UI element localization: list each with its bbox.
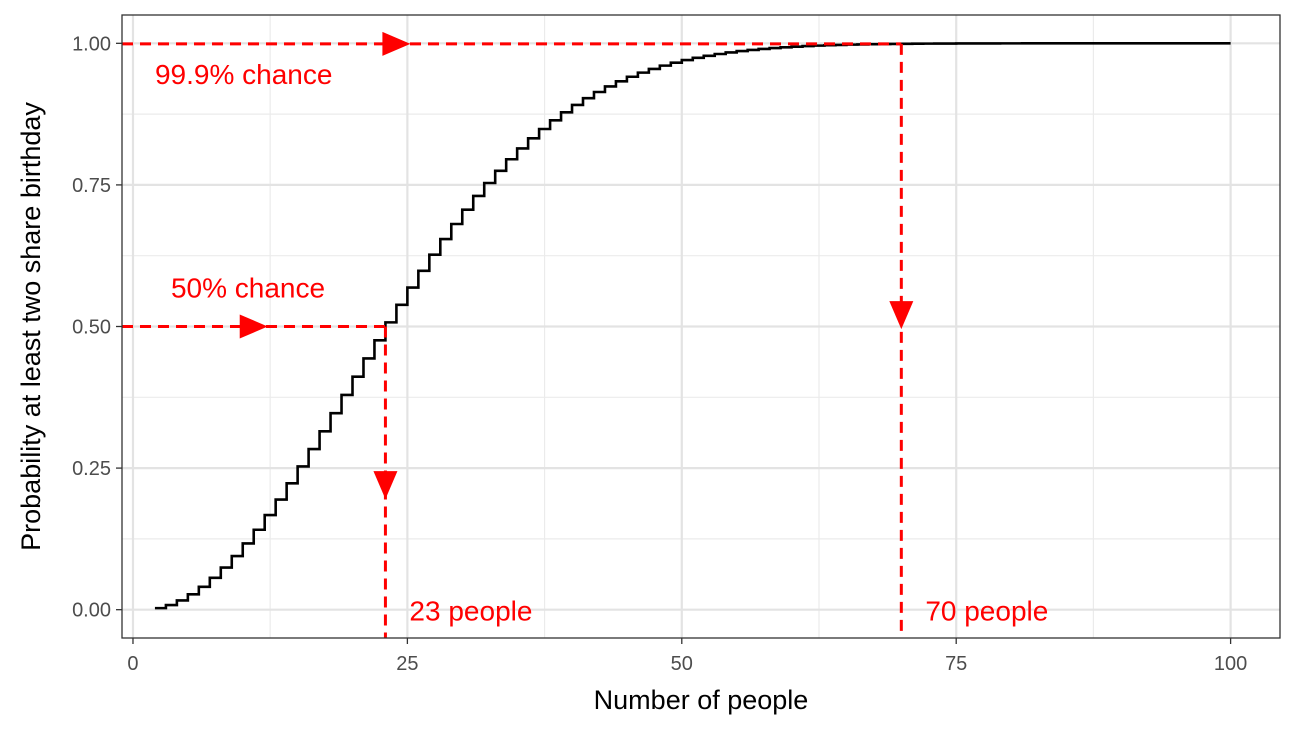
arrow-down xyxy=(889,301,914,330)
x-tick-label: 25 xyxy=(396,653,418,675)
x-axis-title: Number of people xyxy=(594,685,809,715)
minor-gridlines xyxy=(122,15,1280,638)
arrow-right xyxy=(382,31,411,56)
y-tick-label: 1.00 xyxy=(72,33,111,55)
annotation-label: 99.9% chance xyxy=(155,59,332,90)
x-tick-label: 75 xyxy=(945,653,967,675)
y-tick-label: 0.50 xyxy=(72,317,111,339)
y-axis-ticks: 0.00 0.25 0.50 0.75 1.00 xyxy=(72,33,122,622)
x-axis-ticks: 0 25 50 75 100 xyxy=(127,638,1247,675)
probability-step-line xyxy=(154,42,1231,610)
y-tick-label: 0.75 xyxy=(72,175,111,197)
arrow-right xyxy=(239,314,268,339)
y-tick-label: 0.25 xyxy=(72,458,111,480)
x-tick-label: 50 xyxy=(671,653,693,675)
y-axis-title: Probability at least two share birthday xyxy=(16,102,46,551)
x-tick-label: 0 xyxy=(127,653,138,675)
y-tick-label: 0.00 xyxy=(72,600,111,622)
annotation-labels: 99.9% chance 50% chance 23 people 70 people xyxy=(155,59,1048,627)
arrow-down xyxy=(373,471,398,500)
arrow-markers xyxy=(239,31,914,500)
annotation-label: 70 people xyxy=(925,596,1048,627)
x-tick-label: 100 xyxy=(1214,653,1247,675)
annotation-label: 50% chance xyxy=(171,273,325,304)
annotation-label: 23 people xyxy=(409,596,532,627)
